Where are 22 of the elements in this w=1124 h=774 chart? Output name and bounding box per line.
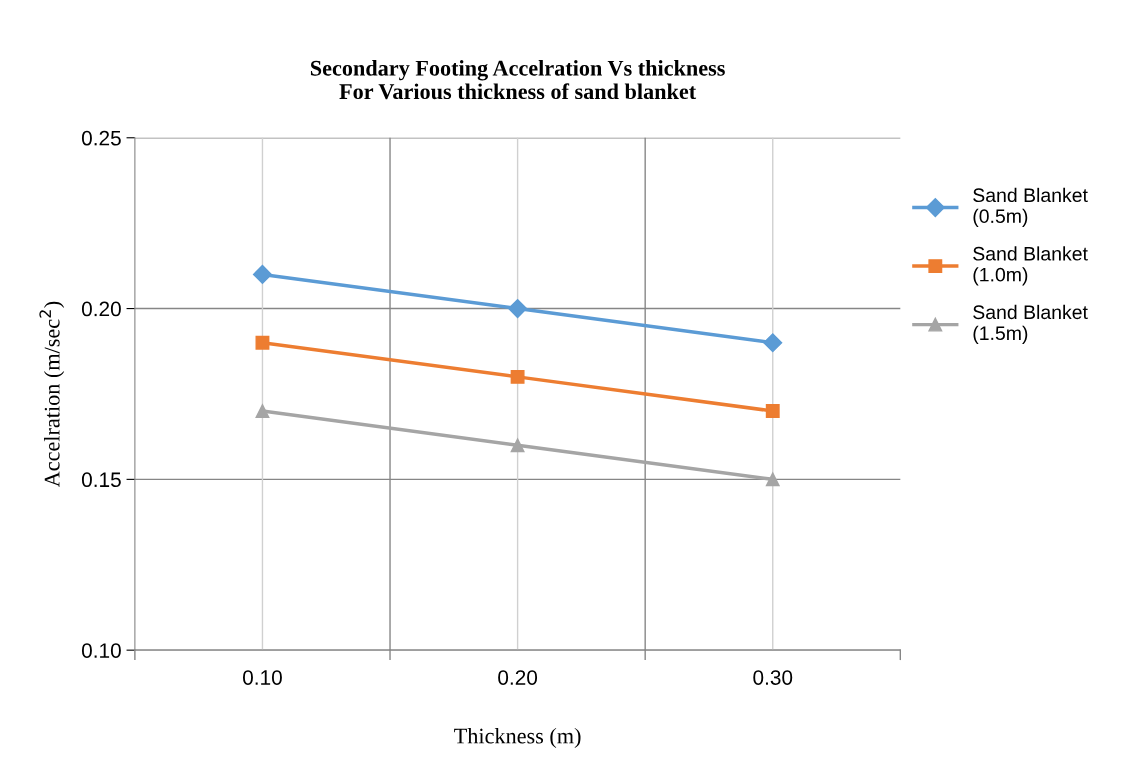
point: [510, 369, 525, 384]
x-tick-label: 0.10: [243, 670, 282, 685]
x-axis-title: Thickness (m): [454, 727, 581, 749]
point: [255, 404, 270, 418]
point: [510, 438, 525, 453]
chart-title: Secondary Footing Accelration Vs thickness For Various thickness of sand blanket: [310, 60, 725, 100]
x-tick-label: 0.30: [753, 670, 793, 685]
point: [508, 299, 528, 319]
x-tick-label: 0.20: [498, 670, 538, 685]
legend-label: Sand Blanket (1.5m): [973, 304, 1088, 344]
y-tick-label: 0.15: [81, 472, 121, 488]
y-tick-label: 0.10: [81, 643, 121, 658]
point: [763, 333, 783, 353]
point: [765, 404, 780, 418]
legend-label: Sand Blanket (0.5m): [973, 187, 1088, 227]
y-tick-label: 0.25: [81, 130, 121, 146]
point: [765, 472, 780, 487]
legend-label: Sand Blanket (1.0m): [973, 246, 1088, 286]
y-axis-title: Accelration (m/sec$^{2}$): [39, 301, 65, 488]
point: [255, 335, 270, 350]
point: [252, 264, 272, 284]
y-tick-label: 0.20: [81, 301, 121, 317]
